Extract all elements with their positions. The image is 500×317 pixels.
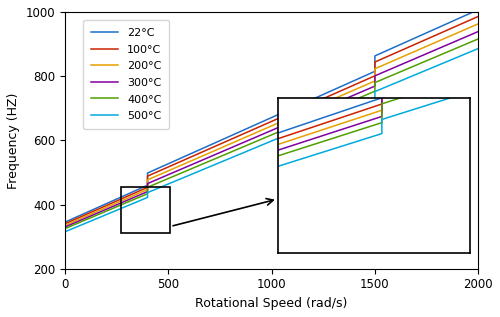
500°C bbox=[193, 171, 199, 174]
500°C bbox=[388, 83, 394, 87]
100°C bbox=[62, 222, 68, 226]
Line: 22°C: 22°C bbox=[65, 10, 478, 222]
400°C bbox=[475, 37, 481, 41]
Line: 300°C: 300°C bbox=[65, 31, 478, 227]
22°C bbox=[354, 78, 360, 81]
Line: 500°C: 500°C bbox=[65, 49, 478, 232]
400°C bbox=[388, 74, 394, 78]
Line: 400°C: 400°C bbox=[65, 39, 478, 229]
Line: 100°C: 100°C bbox=[65, 16, 478, 224]
300°C bbox=[171, 170, 177, 174]
300°C bbox=[62, 225, 68, 229]
300°C bbox=[388, 67, 394, 71]
22°C bbox=[393, 45, 399, 49]
Y-axis label: Frequency (HZ): Frequency (HZ) bbox=[7, 92, 20, 189]
500°C bbox=[462, 52, 468, 56]
22°C bbox=[171, 159, 177, 163]
300°C bbox=[193, 161, 199, 165]
Line: 200°C: 200°C bbox=[65, 24, 478, 225]
500°C bbox=[393, 81, 399, 85]
500°C bbox=[354, 104, 360, 107]
400°C bbox=[193, 165, 199, 169]
300°C bbox=[354, 92, 360, 96]
300°C bbox=[462, 36, 468, 39]
500°C bbox=[475, 47, 481, 50]
100°C bbox=[171, 163, 177, 166]
22°C bbox=[62, 220, 68, 224]
100°C bbox=[388, 53, 394, 57]
22°C bbox=[388, 47, 394, 51]
400°C bbox=[171, 174, 177, 178]
100°C bbox=[393, 51, 399, 55]
X-axis label: Rotational Speed (rad/s): Rotational Speed (rad/s) bbox=[196, 297, 348, 310]
300°C bbox=[393, 65, 399, 69]
200°C bbox=[388, 60, 394, 64]
500°C bbox=[62, 230, 68, 234]
400°C bbox=[462, 43, 468, 47]
200°C bbox=[62, 223, 68, 227]
Legend: 22°C, 100°C, 200°C, 300°C, 400°C, 500°C: 22°C, 100°C, 200°C, 300°C, 400°C, 500°C bbox=[83, 20, 170, 129]
400°C bbox=[354, 97, 360, 101]
100°C bbox=[462, 21, 468, 24]
200°C bbox=[462, 28, 468, 32]
22°C bbox=[475, 8, 481, 12]
200°C bbox=[393, 58, 399, 61]
100°C bbox=[193, 153, 199, 157]
300°C bbox=[475, 29, 481, 33]
Bar bbox=[120, 187, 170, 233]
200°C bbox=[193, 157, 199, 161]
100°C bbox=[354, 82, 360, 86]
22°C bbox=[193, 149, 199, 153]
22°C bbox=[462, 14, 468, 18]
100°C bbox=[475, 15, 481, 18]
500°C bbox=[171, 180, 177, 184]
400°C bbox=[62, 227, 68, 230]
200°C bbox=[475, 22, 481, 26]
200°C bbox=[354, 87, 360, 91]
200°C bbox=[171, 166, 177, 170]
400°C bbox=[393, 72, 399, 75]
